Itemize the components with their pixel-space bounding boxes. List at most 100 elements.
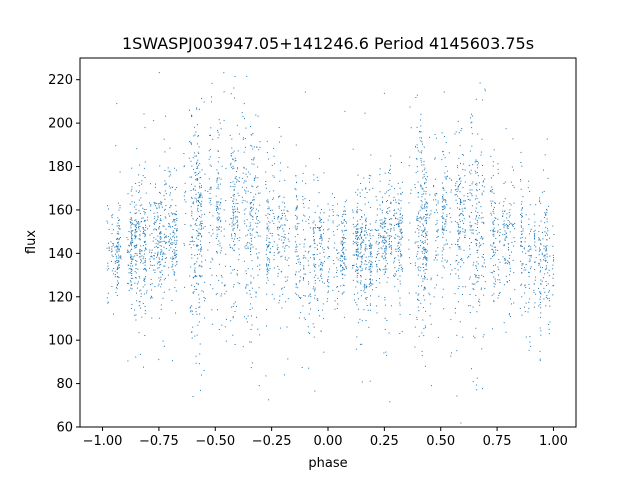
data-point (402, 236, 404, 238)
data-point (426, 206, 428, 207)
data-point (157, 285, 159, 287)
data-point (475, 98, 477, 100)
data-point (381, 256, 383, 258)
data-point (360, 270, 362, 272)
data-point (400, 222, 402, 224)
data-point (165, 236, 167, 238)
data-point (154, 223, 156, 225)
data-point (136, 300, 138, 302)
data-point (118, 225, 120, 227)
data-point (158, 267, 160, 269)
data-point (305, 165, 307, 167)
data-point (424, 242, 426, 244)
data-point (398, 247, 399, 249)
data-point (136, 230, 138, 232)
data-point (539, 199, 541, 201)
data-point (257, 220, 259, 222)
data-point (197, 151, 199, 153)
data-point (128, 268, 130, 270)
data-point (185, 190, 187, 192)
data-point (232, 200, 234, 202)
data-point (396, 212, 398, 214)
data-point (482, 185, 483, 187)
data-point (384, 226, 386, 227)
data-point (423, 173, 425, 175)
data-point (196, 179, 198, 181)
data-point (198, 298, 200, 300)
data-point (469, 221, 471, 223)
data-point (502, 256, 504, 258)
data-point (131, 269, 133, 271)
data-point (545, 268, 547, 270)
data-point (246, 176, 248, 178)
data-point (493, 293, 495, 295)
data-point (544, 254, 546, 256)
data-point (414, 187, 416, 189)
data-point (194, 189, 196, 191)
data-point (420, 185, 422, 187)
data-point (530, 248, 532, 250)
data-point (283, 209, 285, 211)
data-point (144, 236, 146, 238)
data-point (320, 236, 322, 238)
data-point (312, 288, 314, 290)
data-point (509, 274, 511, 276)
data-point (345, 266, 347, 268)
data-point (345, 266, 346, 268)
data-point (191, 337, 193, 339)
data-point (197, 167, 199, 169)
data-point (443, 308, 445, 310)
data-point (313, 276, 315, 278)
data-point (399, 187, 401, 189)
data-point (212, 138, 214, 140)
data-point (383, 226, 385, 228)
data-point (458, 232, 460, 234)
data-point (231, 155, 232, 157)
data-point (361, 236, 363, 238)
data-point (483, 186, 485, 188)
data-point (493, 212, 495, 214)
data-point (344, 256, 345, 258)
data-point (359, 343, 361, 345)
data-point (471, 229, 473, 231)
data-point (163, 246, 165, 248)
data-point (382, 223, 384, 225)
data-point (401, 269, 403, 271)
data-point (366, 263, 368, 265)
data-point (283, 224, 285, 226)
data-point (479, 242, 480, 244)
data-point (129, 218, 131, 220)
data-point (508, 212, 510, 213)
data-point (402, 267, 404, 269)
data-point (165, 115, 166, 117)
data-point (390, 305, 392, 307)
data-point (375, 287, 377, 288)
data-point (295, 263, 297, 264)
data-point (539, 298, 541, 300)
data-point (393, 260, 395, 262)
data-point (135, 356, 137, 358)
data-point (249, 242, 251, 244)
data-point (135, 268, 137, 269)
data-point (312, 254, 314, 256)
data-point (169, 147, 171, 149)
data-point (183, 243, 185, 245)
data-point (144, 233, 146, 235)
data-point (164, 208, 166, 210)
data-point (394, 267, 396, 269)
data-point (446, 170, 448, 172)
data-point (236, 219, 238, 221)
data-point (284, 258, 286, 260)
data-point (421, 150, 423, 152)
data-point (490, 190, 492, 191)
data-point (423, 160, 425, 162)
data-point (140, 221, 142, 223)
data-point (471, 283, 473, 285)
data-point (158, 227, 160, 229)
data-point (273, 259, 275, 261)
data-point (144, 248, 146, 250)
data-point (160, 249, 162, 251)
data-point (544, 212, 546, 214)
data-point (420, 216, 422, 218)
data-point (284, 234, 286, 235)
